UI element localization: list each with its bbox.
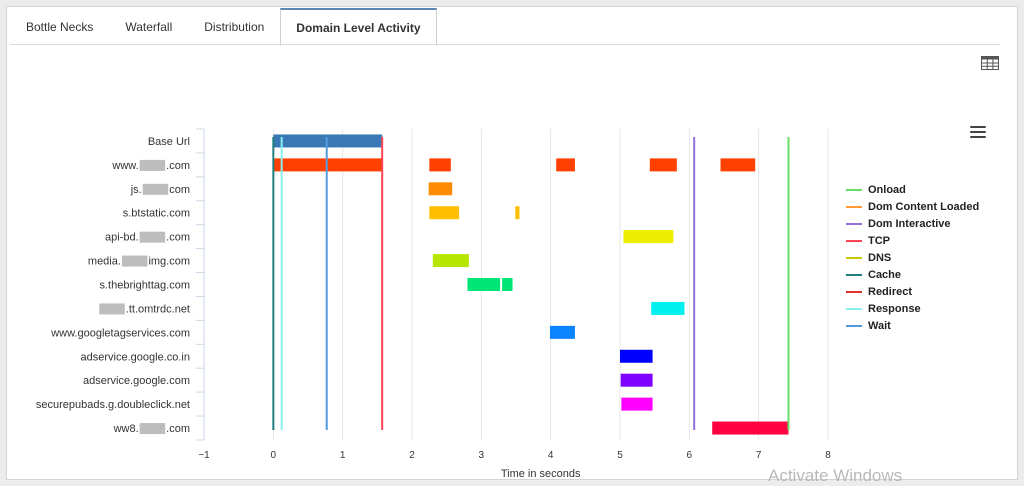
table-icon[interactable] [981,56,999,70]
x-tick-label: 1 [340,450,346,461]
legend-label: Cache [868,268,902,281]
y-axis-label: ww8. .com [113,423,190,435]
timeline-bar[interactable] [556,158,575,172]
x-tick-label: 2 [409,450,415,461]
redacted-text-block [139,423,166,435]
legend-swatch [846,307,862,310]
y-axis-label: securepubads.g.doubleclick.net [36,399,190,411]
timeline-bar[interactable] [502,278,513,291]
legend-label: DNS [868,251,892,264]
timeline-bar[interactable] [432,254,469,268]
timeline-bar[interactable] [428,182,453,196]
timeline-bar[interactable] [621,397,653,411]
redacted-text-block [99,303,125,315]
timeline-bar[interactable] [429,158,451,172]
x-tick-label: 3 [479,450,485,461]
y-axis-label: www. .com [111,160,190,172]
windows-activation-watermark: Activate Windows [768,466,903,485]
x-tick-label: 7 [756,450,762,461]
tabs-divider [10,44,1000,45]
timeline-bar[interactable] [429,206,460,220]
tab-distribution[interactable]: Distribution [204,20,265,34]
timeline-bar[interactable] [712,421,789,435]
tab-domain-level-activity[interactable]: Domain Level Activity [280,8,437,46]
y-axis-label: Base Url [148,136,190,148]
y-axis-label: api-bd. .com [105,232,190,244]
legend-label: Dom Interactive [868,217,951,230]
legend-swatch [846,239,862,242]
legend-item[interactable]: Dom Interactive [846,215,979,232]
tab-bar: Bottle Necks Waterfall Distribution Doma… [10,8,437,46]
legend-label: TCP [868,234,890,247]
timeline-bar[interactable] [620,349,653,363]
timeline-bar[interactable] [467,278,501,291]
redacted-text-block [121,255,148,267]
legend-label: Dom Content Loaded [868,200,980,213]
legend-swatch [846,273,862,276]
y-axis-label: media. img.com [88,256,190,268]
y-axis-label: s.thebrighttag.com [100,280,191,292]
legend-label: Onload [868,183,906,196]
hamburger-menu-icon[interactable] [970,126,986,140]
timeline-bar[interactable] [273,134,383,148]
legend-item[interactable]: Response [846,300,979,317]
y-axis-label: .tt.omtrdc.net [98,303,190,315]
legend-label: Wait [868,319,891,332]
legend-item[interactable]: Onload [846,181,979,198]
y-axis-label: www.googletagservices.com [50,327,190,339]
legend-label: Response [868,302,921,315]
legend-swatch [846,324,862,327]
x-tick-label: 0 [271,450,277,461]
legend-item[interactable]: Dom Content Loaded [846,198,979,215]
x-tick-label: 4 [548,450,554,461]
legend-swatch [846,290,862,293]
timeline-bar[interactable] [720,158,756,172]
redacted-text-block [139,159,166,171]
x-tick-label: 5 [617,450,623,461]
legend-swatch [846,205,862,208]
legend-item[interactable]: TCP [846,232,979,249]
legend-swatch [846,188,862,191]
chart-legend: Onload Dom Content Loaded Dom Interactive T… [846,181,979,334]
timeline-bar[interactable] [273,158,383,172]
tab-bottle-necks[interactable]: Bottle Necks [26,20,94,34]
legend-item[interactable]: DNS [846,249,979,266]
timeline-bar[interactable] [649,158,677,172]
tab-waterfall[interactable]: Waterfall [125,20,173,34]
y-axis-label: adservice.google.co.in [81,351,190,363]
x-tick-label: −1 [198,450,210,461]
x-tick-label: 8 [825,450,831,461]
y-axis-label: adservice.google.com [83,375,190,387]
x-tick-label: 6 [687,450,693,461]
legend-swatch [846,222,862,225]
legend-item[interactable]: Cache [846,266,979,283]
legend-label: Redirect [868,285,913,298]
timeline-bar[interactable] [515,206,520,220]
timeline-bar[interactable] [651,301,685,315]
legend-swatch [846,256,862,259]
y-axis-label: s.btstatic.com [123,208,190,220]
domain-activity-panel [6,6,1018,480]
timeline-bar[interactable] [620,373,653,387]
redacted-text-block [142,183,169,195]
y-axis-label: js. com [130,184,190,196]
legend-item[interactable]: Wait [846,317,979,334]
timeline-bar[interactable] [623,230,674,244]
redacted-text-block [139,231,166,243]
x-axis-title: Time in seconds [501,468,581,480]
timeline-bar[interactable] [549,325,575,339]
legend-item[interactable]: Redirect [846,283,979,300]
